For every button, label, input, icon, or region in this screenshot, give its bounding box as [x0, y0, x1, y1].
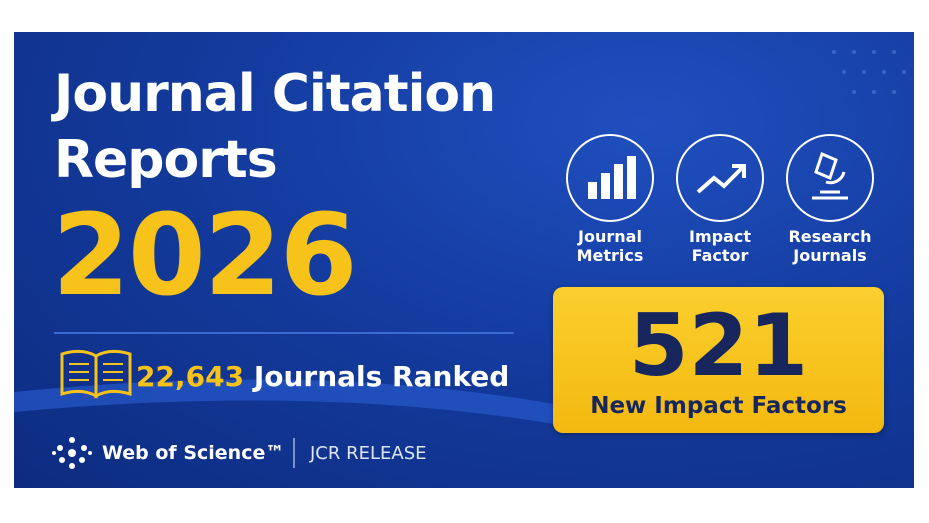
feature-label: Impact Factor [689, 227, 752, 265]
ranked-label: Journals Ranked [253, 360, 510, 393]
dot-pattern [832, 50, 906, 94]
decorations [14, 50, 906, 469]
logo-icon [52, 437, 92, 469]
highlight-label: New Impact Factors [590, 393, 847, 419]
feature-icons [566, 134, 874, 222]
title-line: Journal Citation [54, 64, 496, 124]
feature-label: Journal Metrics [576, 227, 644, 265]
title-line: Reports [54, 130, 278, 190]
book-icon [60, 349, 132, 399]
highlight-box: 521 New Impact Factors [553, 287, 884, 433]
banner: Journal Citation Reports 2026 22,643 Jou… [14, 32, 914, 488]
curve-band [14, 379, 554, 424]
ranked-line: 22,643 Journals Ranked [136, 360, 509, 393]
feature-label: Research Journals [788, 227, 872, 265]
highlight-number: 521 [628, 296, 809, 396]
ranked-count: 22,643 [136, 360, 245, 393]
year: 2026 [52, 191, 358, 321]
brand-tag: JCR RELEASE [310, 443, 427, 464]
brand-name: Web of Science™ [102, 442, 285, 464]
